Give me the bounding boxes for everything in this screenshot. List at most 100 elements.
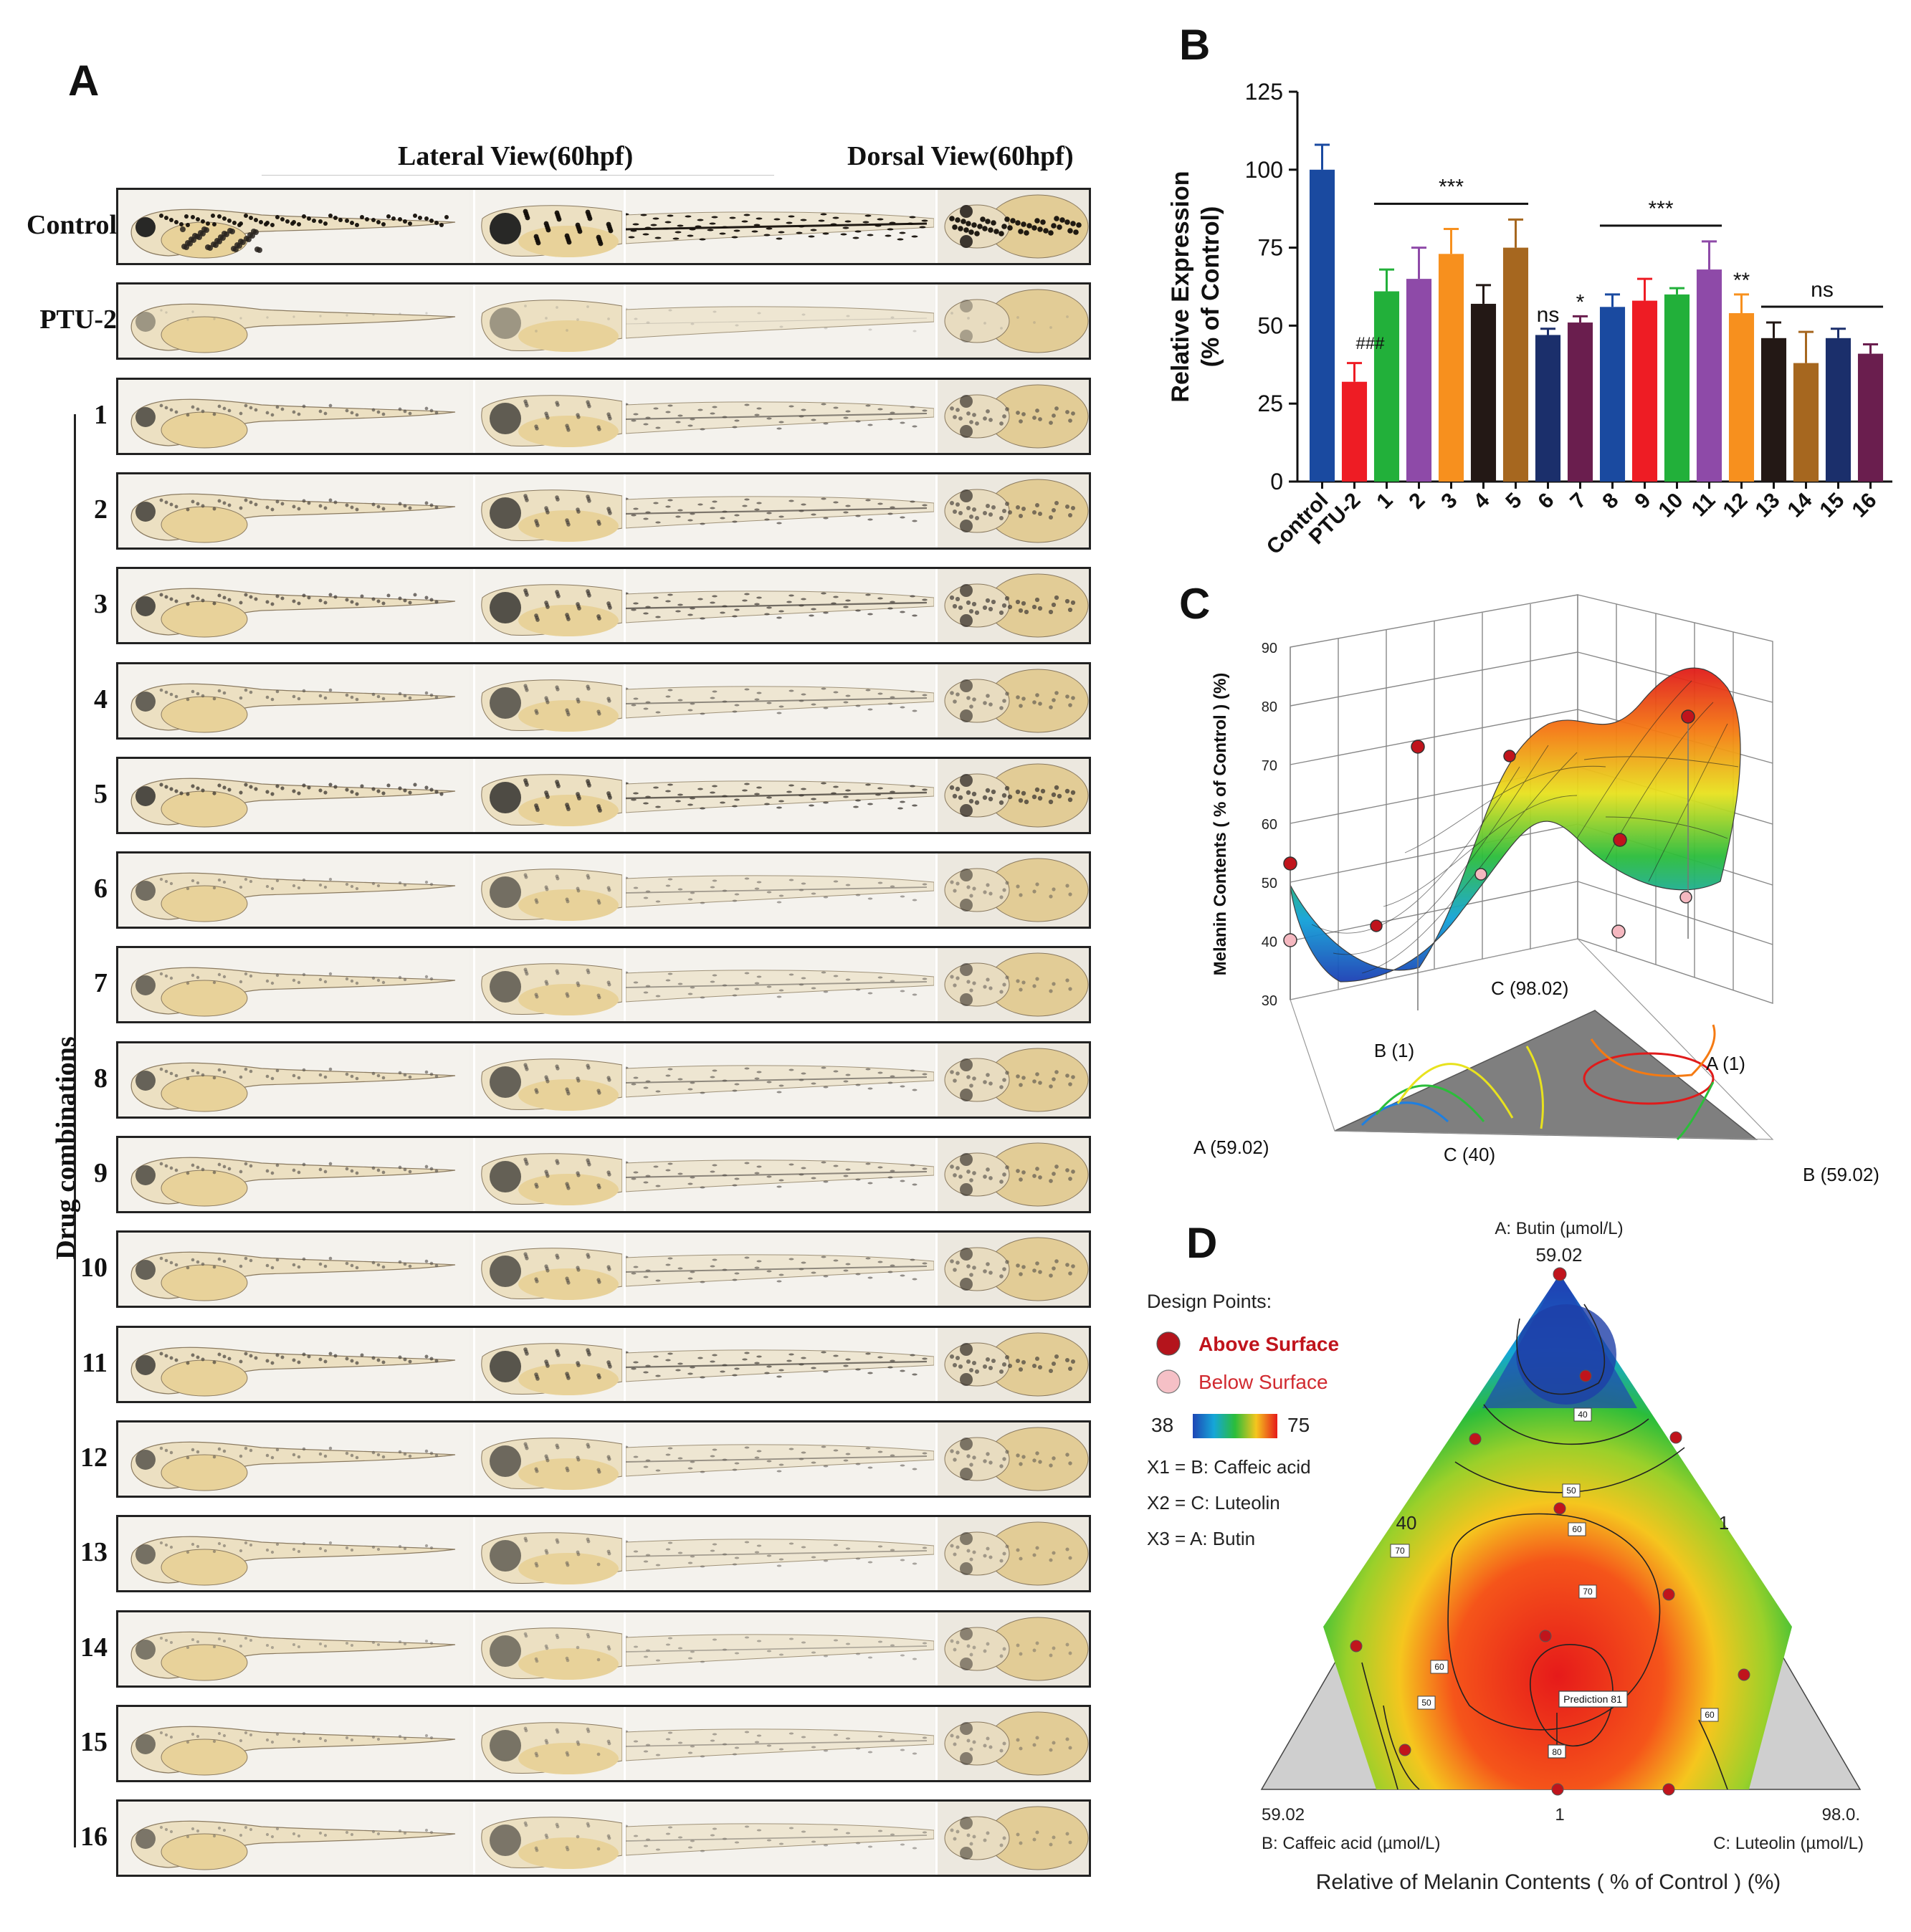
b-y-label: Relative Expression (% of Control) xyxy=(1167,171,1224,402)
legend-scale-max: 75 xyxy=(1287,1414,1310,1436)
design-point xyxy=(1662,1588,1675,1601)
embryo-sketch xyxy=(130,683,456,733)
lateral-trunk-image xyxy=(623,1802,935,1875)
lateral-head-image xyxy=(473,190,623,263)
embryo-sketch xyxy=(130,872,456,922)
ternary-right-mid-value: 1 xyxy=(1719,1512,1729,1534)
c-z-tick-label: 60 xyxy=(1262,817,1277,833)
lateral-full-image xyxy=(118,380,470,453)
row-label: 14 xyxy=(80,1632,108,1663)
row-label: 3 xyxy=(94,589,108,619)
design-point-below xyxy=(1474,868,1487,881)
embryo-sketch xyxy=(481,1722,623,1774)
embryo-row xyxy=(116,472,1091,550)
embryo-sketch xyxy=(944,573,1089,638)
embryo-sketch xyxy=(481,489,623,542)
embryo-sketch xyxy=(130,778,456,828)
embryo-sketch xyxy=(622,211,935,244)
row-label: 7 xyxy=(94,968,108,998)
b-bar xyxy=(1760,338,1787,482)
design-point xyxy=(1553,1267,1567,1281)
b-bar xyxy=(1406,279,1432,482)
embryo-sketch xyxy=(623,1539,935,1572)
row-label: 11 xyxy=(82,1348,108,1378)
embryo-sketch xyxy=(623,496,935,529)
ternary-contour-labels: 40 50 60 70 60 50 60 70 xyxy=(1390,1407,1719,1722)
b-y-tick-label: 50 xyxy=(1257,312,1283,338)
ternary-x-label: Relative of Melanin Contents ( % of Cont… xyxy=(1316,1870,1781,1894)
b-x-tick-label: 3 xyxy=(1436,489,1462,514)
b-bar xyxy=(1502,247,1529,482)
c-z-tick-label: 40 xyxy=(1262,934,1277,950)
design-point-above xyxy=(1503,750,1516,762)
embryo-sketch xyxy=(944,384,1089,449)
lateral-head-image xyxy=(473,948,623,1021)
embryo-sketch xyxy=(481,395,623,447)
legend-color-scale xyxy=(1193,1414,1277,1438)
ternary-bottom-mid-value: 1 xyxy=(1555,1805,1564,1825)
embryo-sketch xyxy=(130,1726,456,1776)
dorsal-image xyxy=(935,1328,1089,1401)
b-bar xyxy=(1373,291,1400,482)
b-x-tick-label: 6 xyxy=(1533,489,1558,514)
lateral-trunk-image xyxy=(623,1707,935,1780)
legend-scale-min: 38 xyxy=(1151,1414,1173,1436)
embryo-sketch xyxy=(623,401,935,434)
c-axis-label: C (40) xyxy=(1444,1144,1495,1165)
ternary-bottom-left-value: 59.02 xyxy=(1262,1805,1305,1825)
lateral-full-image xyxy=(118,474,470,547)
embryo-row xyxy=(116,567,1091,644)
design-point xyxy=(1738,1668,1750,1681)
lateral-full-image xyxy=(118,1043,470,1116)
embryo-sketch xyxy=(130,209,456,259)
embryo-sketch xyxy=(481,1058,623,1111)
d-contour-label: 70 xyxy=(1583,1587,1593,1597)
d-contour-label: 60 xyxy=(1434,1662,1444,1672)
embryo-sketch xyxy=(623,1254,935,1287)
dorsal-image xyxy=(935,569,1089,642)
ternary-bottom-right-value: 98.0. xyxy=(1822,1805,1860,1825)
lateral-head-image xyxy=(473,1138,623,1211)
lateral-full-image xyxy=(118,1138,470,1211)
b-bar xyxy=(1309,169,1335,482)
lateral-full-image xyxy=(118,1328,470,1401)
embryo-sketch xyxy=(481,1343,623,1395)
b-bar xyxy=(1567,322,1593,482)
legend-above-marker xyxy=(1156,1331,1181,1356)
embryo-sketch xyxy=(130,1251,456,1301)
design-point-below xyxy=(1611,924,1626,939)
row-label: 9 xyxy=(94,1158,108,1188)
c-axis-label: C (98.02) xyxy=(1491,977,1568,999)
embryo-sketch xyxy=(130,967,456,1017)
surface-axis-labels: C (98.02) B (1) A (1) A (59.02) C (40) B (59.… xyxy=(1193,977,1879,1185)
panel-b-label: B xyxy=(1179,21,1211,69)
b-x-tick-label: 1 xyxy=(1372,489,1397,514)
lateral-trunk-image xyxy=(623,1612,935,1685)
embryo-sketch xyxy=(944,1711,1089,1776)
design-point-below xyxy=(1679,891,1692,904)
design-point xyxy=(1539,1630,1552,1642)
design-point-above xyxy=(1681,709,1695,724)
lateral-head-image xyxy=(473,1517,623,1590)
lateral-head-image xyxy=(473,284,623,358)
response-surface xyxy=(1290,667,1741,982)
d-edge-contour-label: 70 xyxy=(1395,1546,1405,1556)
row-label: 2 xyxy=(94,494,108,525)
b-significance-label: * xyxy=(1576,290,1585,314)
d-contour-label-box xyxy=(1568,1522,1586,1536)
embryo-sketch xyxy=(481,1817,623,1869)
design-point xyxy=(1398,1744,1411,1756)
embryo-sketch xyxy=(623,1444,935,1477)
design-point xyxy=(1662,1783,1675,1796)
b-x-tick-label: 14 xyxy=(1783,488,1817,522)
lateral-trunk-image xyxy=(623,474,935,547)
drug-combinations-label: Drug combinations xyxy=(51,1036,81,1260)
lateral-head-image xyxy=(473,1328,623,1401)
b-x-tick-label: 7 xyxy=(1566,489,1591,514)
lateral-head-image xyxy=(473,1612,623,1685)
embryo-row xyxy=(116,757,1091,834)
lateral-head-image xyxy=(473,759,623,832)
embryo-sketch xyxy=(624,306,935,339)
b-x-tick-label: 12 xyxy=(1719,489,1753,522)
lateral-trunk-image xyxy=(624,284,935,358)
